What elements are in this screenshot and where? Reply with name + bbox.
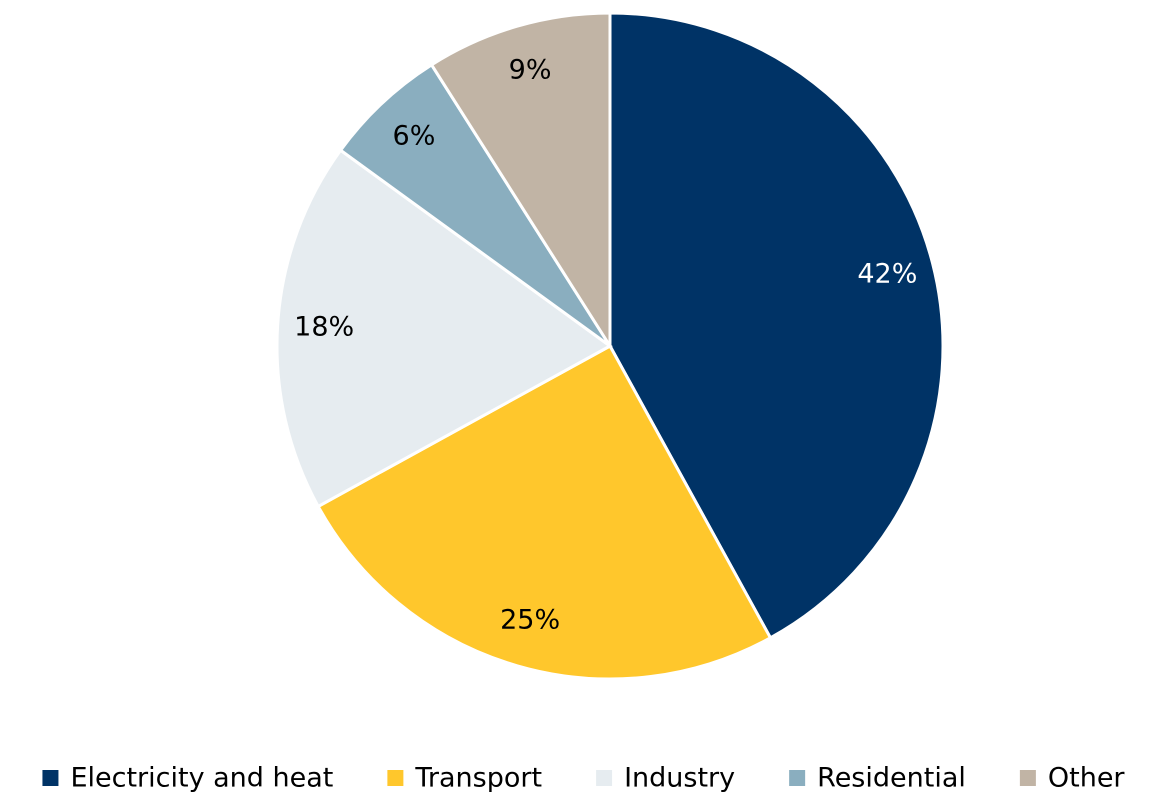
- legend: Electricity and heat Transport Industry Res…: [42, 763, 1125, 794]
- legend-label: Electricity and heat: [70, 763, 333, 794]
- pie-slice: [429, 11, 612, 352]
- legend-label: Industry: [624, 763, 735, 794]
- data-label: 42%: [857, 258, 917, 289]
- legend-swatch: [42, 770, 59, 786]
- legend-swatch: [596, 770, 613, 786]
- legend-label: Transport: [414, 763, 542, 794]
- data-label: 25%: [500, 605, 560, 636]
- legend-swatch: [1019, 770, 1036, 786]
- pie-slice: [316, 343, 773, 681]
- data-label: 9%: [509, 54, 552, 85]
- legend-swatch: [789, 770, 806, 786]
- data-label: 6%: [393, 121, 436, 152]
- legend-swatch: [387, 770, 404, 786]
- data-label: 18%: [294, 312, 354, 343]
- pie-slice: [275, 148, 613, 509]
- pie-slice: [608, 11, 945, 640]
- legend-label: Residential: [817, 763, 966, 794]
- legend-label: Other: [1048, 763, 1126, 794]
- pie-slice: [338, 62, 612, 348]
